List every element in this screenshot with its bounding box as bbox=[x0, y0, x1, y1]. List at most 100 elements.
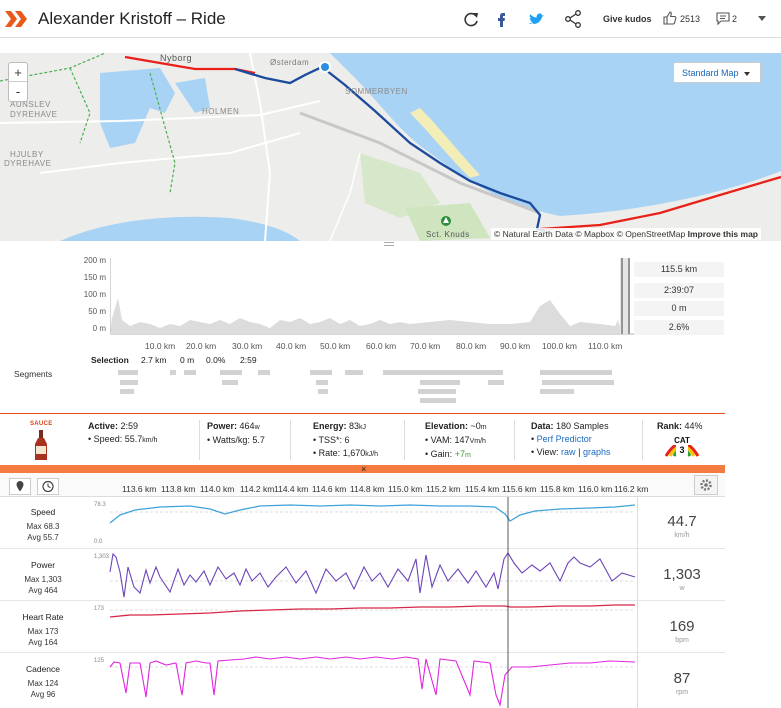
cat-badge-label: CAT bbox=[671, 436, 693, 445]
map-pin-button[interactable] bbox=[9, 478, 31, 495]
stream-settings-button[interactable] bbox=[694, 475, 718, 495]
time-axis-button[interactable] bbox=[37, 478, 59, 495]
refresh-icon[interactable] bbox=[460, 8, 482, 30]
elev-y-tick-100: 100 m bbox=[83, 290, 106, 299]
facebook-icon[interactable] bbox=[490, 8, 512, 30]
elev-x-tick-10: 10.0 km bbox=[145, 341, 176, 351]
segment-bar[interactable] bbox=[120, 389, 134, 394]
clock-icon bbox=[42, 480, 54, 493]
view-raw-link[interactable]: raw bbox=[561, 447, 576, 457]
elev-x-tick-80: 80.0 km bbox=[456, 341, 487, 351]
stream-max-cadence: Max 124 bbox=[27, 679, 59, 688]
stream-name-cadence: Cadence bbox=[25, 664, 61, 674]
segment-bar[interactable] bbox=[383, 370, 503, 375]
stat-separator bbox=[199, 420, 200, 460]
segment-bar[interactable] bbox=[418, 389, 456, 394]
stream-value-separator bbox=[637, 497, 638, 708]
improve-map-link[interactable]: Improve this map bbox=[687, 229, 759, 239]
stream-x-tick: 113.6 km bbox=[122, 484, 157, 494]
comment-count[interactable]: 2 bbox=[732, 14, 738, 24]
route-map[interactable]: Nyborg Østerdam SOMMERBYEN HOLMEN AUNSLE… bbox=[0, 53, 781, 241]
map-zoom-control: + - bbox=[8, 62, 28, 102]
map-label-nyborg: Nyborg bbox=[160, 53, 193, 63]
elev-x-tick-100: 100.0 km bbox=[542, 341, 577, 351]
panel-toggle-bar[interactable]: × bbox=[0, 464, 725, 474]
elev-x-tick-70: 70.0 km bbox=[410, 341, 441, 351]
segment-bar[interactable] bbox=[120, 380, 138, 385]
stream-unit-heart-rate: bpm bbox=[675, 637, 689, 644]
stream-avg-power: Avg 464 bbox=[28, 586, 58, 595]
segment-bar[interactable] bbox=[220, 370, 242, 375]
chevron-down-icon[interactable] bbox=[755, 10, 769, 26]
cat-badge: CAT 3 bbox=[664, 434, 700, 458]
twitter-icon[interactable] bbox=[526, 8, 548, 30]
map-pin-icon bbox=[16, 481, 24, 492]
segment-bar[interactable] bbox=[222, 380, 238, 385]
elev-x-tick-40: 40.0 km bbox=[276, 341, 307, 351]
sauce-logo-text: SAUCE bbox=[30, 421, 53, 427]
stream-axis-max-speed: 78.3 bbox=[94, 502, 106, 508]
stream-unit-power: w bbox=[679, 585, 685, 592]
stat-separator bbox=[404, 420, 405, 460]
stream-value-speed: 44.7 bbox=[667, 513, 697, 530]
map-label-osterdam: Østerdam bbox=[270, 58, 310, 67]
segment-bar[interactable] bbox=[316, 380, 328, 385]
attribution-text[interactable]: © Natural Earth Data © Mapbox © OpenStre… bbox=[494, 229, 686, 239]
stream-x-tick: 114.4 km bbox=[274, 484, 309, 494]
stream-axis-min-speed: 0.0 bbox=[94, 539, 103, 545]
segment-bar[interactable] bbox=[542, 380, 614, 385]
give-kudos-button[interactable]: Give kudos bbox=[603, 14, 652, 24]
streams-chart[interactable] bbox=[0, 497, 640, 708]
segment-bar[interactable] bbox=[258, 370, 270, 375]
segment-bar[interactable] bbox=[310, 370, 332, 375]
collapse-icon[interactable]: × bbox=[361, 464, 367, 474]
comment-icon[interactable] bbox=[714, 9, 732, 27]
segment-bar[interactable] bbox=[118, 370, 138, 375]
stream-x-tick: 115.2 km bbox=[426, 484, 461, 494]
stat-data: Data: 180 Samples • Perf Predictor • Vie… bbox=[531, 421, 611, 457]
map-attribution: © Natural Earth Data © Mapbox © OpenStre… bbox=[491, 228, 762, 240]
summary-grade: 2.6% bbox=[634, 320, 724, 335]
segment-bar[interactable] bbox=[345, 370, 363, 375]
segment-bar[interactable] bbox=[318, 389, 328, 394]
share-icon[interactable] bbox=[562, 8, 584, 30]
segment-bar[interactable] bbox=[184, 370, 196, 375]
segment-bar[interactable] bbox=[540, 370, 612, 375]
stream-value-cadence: 87 bbox=[673, 670, 691, 687]
stream-row-speed[interactable] bbox=[0, 497, 725, 549]
cat-badge-number: 3 bbox=[676, 445, 688, 455]
stat-active: Active: 2:59 • Speed: 55.7km/h bbox=[88, 421, 158, 444]
perf-predictor-link[interactable]: Perf Predictor bbox=[536, 434, 592, 444]
stat-rank: Rank: 44% bbox=[657, 421, 703, 431]
sauce-bottle-icon bbox=[35, 430, 47, 460]
page-title: Alexander Kristoff – Ride bbox=[38, 9, 226, 28]
stream-x-tick: 114.8 km bbox=[350, 484, 385, 494]
zoom-out-button[interactable]: - bbox=[15, 84, 21, 99]
stream-row-heart-rate[interactable] bbox=[0, 601, 725, 653]
map-style-select[interactable]: Standard Map bbox=[673, 62, 761, 83]
elev-x-tick-30: 30.0 km bbox=[232, 341, 263, 351]
thumbs-up-icon[interactable] bbox=[661, 9, 679, 27]
segment-bar[interactable] bbox=[540, 389, 574, 394]
map-label-hjulby-dyrehave: DYREHAVE bbox=[4, 159, 52, 168]
map-resize-handle[interactable] bbox=[384, 242, 394, 246]
kudos-count[interactable]: 2513 bbox=[680, 14, 701, 24]
stream-x-tick: 115.0 km bbox=[388, 484, 423, 494]
stream-x-tick: 115.4 km bbox=[465, 484, 500, 494]
stat-separator bbox=[290, 420, 291, 460]
sauce-stats-panel bbox=[0, 413, 725, 465]
map-canvas[interactable] bbox=[0, 53, 781, 241]
stream-axis-max-power: 1,303 bbox=[94, 554, 110, 560]
stream-name-heart-rate: Heart Rate bbox=[22, 612, 64, 622]
segment-bar[interactable] bbox=[170, 370, 176, 375]
elev-y-tick-50: 50 m bbox=[88, 307, 106, 316]
elevation-profile-chart[interactable] bbox=[110, 258, 635, 338]
view-graphs-link[interactable]: graphs bbox=[582, 447, 611, 457]
zoom-in-button[interactable]: + bbox=[9, 63, 27, 82]
stream-max-speed: Max 68.3 bbox=[26, 522, 60, 531]
segment-bar[interactable] bbox=[420, 398, 456, 403]
map-style-label: Standard Map bbox=[682, 68, 739, 78]
segment-bar[interactable] bbox=[488, 380, 504, 385]
segment-bar[interactable] bbox=[420, 380, 460, 385]
stream-row-power[interactable] bbox=[0, 549, 725, 601]
